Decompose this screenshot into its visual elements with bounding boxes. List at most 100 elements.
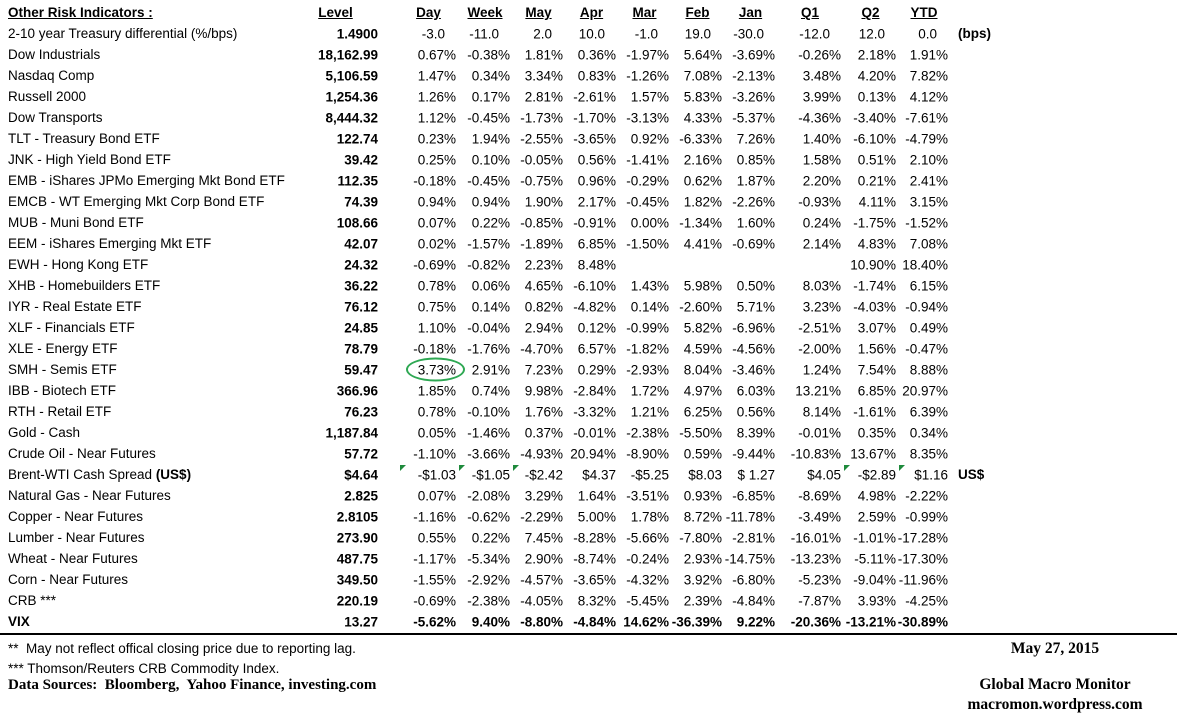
- cell-q2: -3.40%: [843, 107, 898, 128]
- cell-value: -3.65%: [573, 572, 616, 587]
- cell-value: -11.0: [469, 26, 499, 41]
- cell-ytd: -0.99%: [898, 506, 950, 527]
- cell-value: -2.51%: [798, 320, 841, 335]
- cell-may: 7.23%: [512, 359, 565, 380]
- cell-apr: -1.70%: [565, 107, 618, 128]
- cell-ytd: 1.91%: [898, 44, 950, 65]
- cell-value: 0.62%: [683, 173, 722, 188]
- cell-value: -2.29%: [520, 509, 563, 524]
- cell-jan: 0.56%: [724, 401, 777, 422]
- cell-ytd: -7.61%: [898, 107, 950, 128]
- cell-value: -1.52%: [905, 215, 948, 230]
- cell-level: 36.22: [290, 275, 381, 296]
- row-spacer: [381, 86, 399, 107]
- cell-value: 8.39%: [736, 425, 775, 440]
- cell-value: -0.69%: [732, 236, 775, 251]
- row-spacer: [381, 65, 399, 86]
- cell-mar: -2.93%: [618, 359, 671, 380]
- level-value: 8,444.32: [325, 110, 378, 125]
- row-label: XLE - Energy ETF: [8, 341, 118, 356]
- cell-ytd: -1.52%: [898, 212, 950, 233]
- col-header-mar: Mar: [618, 2, 671, 23]
- cell-q2: 0.13%: [843, 86, 898, 107]
- cell-apr: 2.17%: [565, 191, 618, 212]
- row-label: IYR - Real Estate ETF: [8, 299, 142, 314]
- cell-may: -0.05%: [512, 149, 565, 170]
- cell-apr: 0.36%: [565, 44, 618, 65]
- cell-week: 0.94%: [458, 191, 512, 212]
- cell-value: -0.05%: [520, 152, 563, 167]
- cell-value: 2.14%: [802, 236, 841, 251]
- cell-value: 9.22%: [736, 614, 775, 629]
- cell-value: 0.56%: [736, 404, 775, 419]
- cell-value: 2.59%: [857, 509, 896, 524]
- cell-ytd: 3.15%: [898, 191, 950, 212]
- cell-q2: -5.11%: [843, 548, 898, 569]
- table-row: IBB - Biotech ETF 366.96 1.85% 0.74% 9.98% -2…: [0, 380, 1035, 401]
- cell-mar: -0.99%: [618, 317, 671, 338]
- cell-value: -0.69%: [413, 257, 456, 272]
- cell-value: 19.0: [684, 26, 711, 41]
- row-note: [950, 86, 1035, 107]
- cell-value: 13.21%: [795, 383, 841, 398]
- level-value: 122.74: [336, 131, 378, 146]
- cell-q2: 0.51%: [843, 149, 898, 170]
- cell-week: -0.45%: [458, 107, 512, 128]
- row-note: (bps): [958, 26, 991, 41]
- table-row: Natural Gas - Near Futures 2.825 0.07% -2.0…: [0, 485, 1035, 506]
- cell-value: -0.18%: [413, 173, 456, 188]
- cell-week: -0.38%: [458, 44, 512, 65]
- cell-ytd: -30.89%: [898, 611, 950, 632]
- cell-value: 0.93%: [683, 488, 722, 503]
- cell-value: -1.55%: [413, 572, 456, 587]
- cell-value: 3.07%: [857, 320, 896, 335]
- level-value: 112.35: [337, 173, 378, 188]
- cell-feb: 1.82%: [671, 191, 724, 212]
- row-label: Dow Transports: [8, 110, 103, 125]
- cell-q2: 13.67%: [843, 443, 898, 464]
- cell-level: 78.79: [290, 338, 381, 359]
- row-label: Crude Oil - Near Futures: [8, 446, 156, 461]
- cell-jan: 0.50%: [724, 275, 777, 296]
- table-row: RTH - Retail ETF 76.23 0.78% -0.10% 1.76% -3.…: [0, 401, 1035, 422]
- cell-mar: 0.14%: [618, 296, 671, 317]
- cell-q1: -16.01%: [777, 527, 843, 548]
- cell-value: -0.99%: [626, 320, 669, 335]
- cell-q1: 3.99%: [777, 86, 843, 107]
- cell-value: 3.73%: [405, 357, 466, 381]
- cell-jan: -14.75%: [724, 548, 777, 569]
- cell-q2: -6.10%: [843, 128, 898, 149]
- cell-value: 0.78%: [417, 278, 456, 293]
- cell-jan: -9.44%: [724, 443, 777, 464]
- cell-day: 3.73%: [399, 357, 466, 381]
- cell-ytd: 8.35%: [898, 443, 950, 464]
- cell-value: -1.17%: [413, 551, 456, 566]
- cell-level: 59.47: [290, 359, 381, 380]
- cell-value: -6.96%: [732, 320, 775, 335]
- cell-value: 1.87%: [736, 173, 775, 188]
- cell-mar: -$5.25: [618, 464, 671, 485]
- col-header-week: Week: [458, 2, 512, 23]
- cell-value: -1.89%: [520, 236, 563, 251]
- cell-value: 1.12%: [417, 110, 456, 125]
- cell-apr: 6.85%: [565, 233, 618, 254]
- cell-value: -7.61%: [905, 110, 948, 125]
- cell-value: -36.39%: [671, 614, 722, 629]
- cell-feb: 2.39%: [671, 590, 724, 611]
- cell-value: -4.32%: [626, 572, 669, 587]
- cell-value: -4.93%: [520, 446, 563, 461]
- cell-q1: -4.36%: [777, 107, 843, 128]
- cell-value: -8.90%: [626, 446, 669, 461]
- row-spacer: [381, 149, 399, 170]
- cell-value: 8.48%: [577, 257, 616, 272]
- cell-level: 24.32: [290, 254, 381, 275]
- cell-jan: 1.87%: [724, 170, 777, 191]
- cell-q2: 4.11%: [843, 191, 898, 212]
- cell-ytd: 18.40%: [898, 254, 950, 275]
- cell-ytd: 20.97%: [898, 380, 950, 401]
- cell-value: -3.51%: [626, 488, 669, 503]
- cell-value: 0.59%: [683, 446, 722, 461]
- cell-value: 0.12%: [577, 320, 616, 335]
- cell-value: 1.21%: [630, 404, 669, 419]
